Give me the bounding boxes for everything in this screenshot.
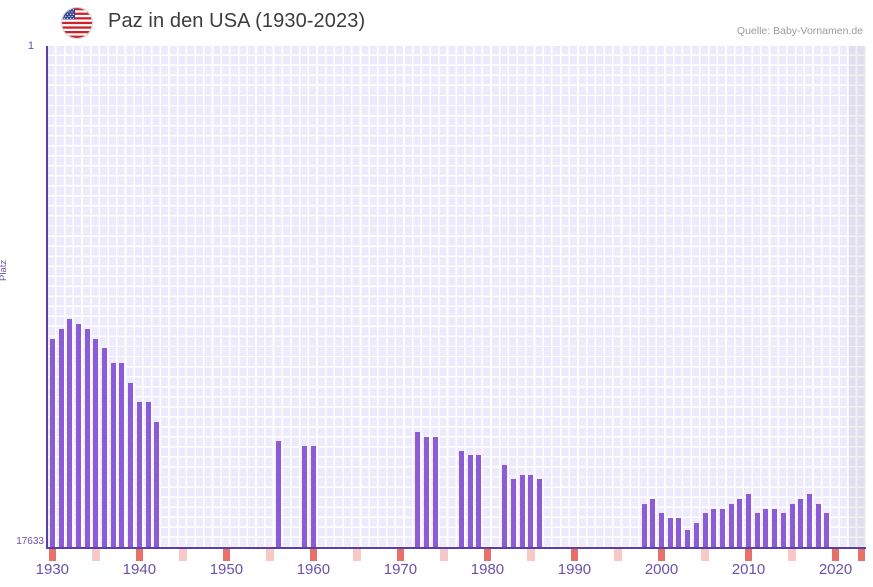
x-axis-line [48,547,866,549]
bar-1939[interactable] [128,383,134,548]
bar-1979[interactable] [476,455,482,548]
bar-1983[interactable] [511,479,517,548]
bar-2006[interactable] [711,508,717,548]
x-tick-marker-1930 [48,549,57,561]
bar-1931[interactable] [58,328,64,548]
x-tick-marker-2010 [744,549,753,561]
x-axis-tick-band [48,549,866,561]
x-tick-marker-2023 [857,549,866,561]
source-attribution: Quelle: Baby-Vornamen.de [736,25,863,37]
bar-1932[interactable] [67,318,73,548]
bar-1936[interactable] [102,348,108,548]
x-tick-marker-1945 [179,549,187,561]
bar-2002[interactable] [676,518,682,548]
x-tick-marker-1970 [396,549,405,561]
us-flag-icon [62,8,92,38]
bar-1940[interactable] [136,401,142,548]
bar-2007[interactable] [719,508,725,548]
bar-1938[interactable] [119,363,125,548]
bar-2015[interactable] [789,503,795,548]
x-tick-marker-1980 [483,549,492,561]
y-axis-bottom-label: 17633 [16,536,44,547]
bar-2008[interactable] [728,503,734,548]
bar-2012[interactable] [763,508,769,548]
bar-2014[interactable] [780,513,786,548]
bar-2018[interactable] [815,503,821,548]
x-tick-marker-1965 [353,549,361,561]
x-axis-label-1990: 1990 [557,561,592,578]
bar-1972[interactable] [415,431,421,548]
x-tick-marker-2000 [657,549,666,561]
x-tick-marker-2020 [831,549,840,561]
x-axis-label-1970: 1970 [383,561,418,578]
bar-1977[interactable] [458,450,464,548]
bar-1960[interactable] [310,445,316,548]
bar-1974[interactable] [432,436,438,548]
bar-1930[interactable] [49,338,55,548]
bar-1934[interactable] [84,328,90,548]
grid-horizontal [48,46,866,548]
bar-1985[interactable] [528,474,534,548]
y-axis-top-label: 1 [27,40,34,52]
x-tick-marker-1950 [222,549,231,561]
bar-2017[interactable] [806,494,812,548]
bar-1982[interactable] [502,465,508,548]
x-tick-marker-1960 [309,549,318,561]
x-tick-marker-2015 [788,549,796,561]
bar-2004[interactable] [693,523,699,548]
bar-1973[interactable] [424,436,430,548]
bar-2019[interactable] [824,513,830,548]
bar-1956[interactable] [276,440,282,548]
x-axis-label-2000: 2000 [644,561,679,578]
x-axis-label-1960: 1960 [296,561,331,578]
bar-2010[interactable] [746,494,752,548]
bar-1933[interactable] [75,324,81,548]
x-tick-marker-1975 [440,549,448,561]
x-axis-label-2010: 2010 [731,561,766,578]
bar-2016[interactable] [798,499,804,548]
bar-1984[interactable] [519,474,525,548]
x-axis-label-2020: 2020 [818,561,853,578]
x-tick-marker-1985 [527,549,535,561]
x-axis-label-1930: 1930 [35,561,70,578]
x-tick-marker-1935 [92,549,100,561]
y-axis-line [46,46,48,549]
bar-2000[interactable] [659,513,664,548]
x-tick-marker-1940 [135,549,144,561]
page-title: Paz in den USA (1930-2023) [108,10,366,32]
bar-2003[interactable] [685,529,691,548]
bar-1942[interactable] [154,421,160,548]
bar-2009[interactable] [737,499,743,548]
bar-2005[interactable] [702,513,708,548]
bar-1986[interactable] [537,479,543,548]
bar-2001[interactable] [667,518,673,548]
plot-area [48,46,866,548]
bar-2013[interactable] [772,508,778,548]
x-tick-marker-1955 [266,549,274,561]
bar-1941[interactable] [145,401,151,548]
x-tick-marker-1990 [570,549,579,561]
x-axis-label-1950: 1950 [209,561,244,578]
bar-2011[interactable] [754,513,760,548]
x-tick-marker-2005 [701,549,709,561]
x-tick-marker-1995 [614,549,622,561]
x-axis-label-1940: 1940 [122,561,157,578]
bar-1935[interactable] [93,338,99,548]
bar-1937[interactable] [110,363,116,548]
y-axis-title: Platz [0,259,9,281]
bar-1999[interactable] [650,499,656,548]
bar-1959[interactable] [302,445,308,548]
bar-1978[interactable] [467,455,473,548]
bar-1998[interactable] [641,503,647,548]
x-axis-label-1980: 1980 [470,561,505,578]
chart-header: Paz in den USA (1930-2023) Quelle: Baby-… [0,0,873,46]
